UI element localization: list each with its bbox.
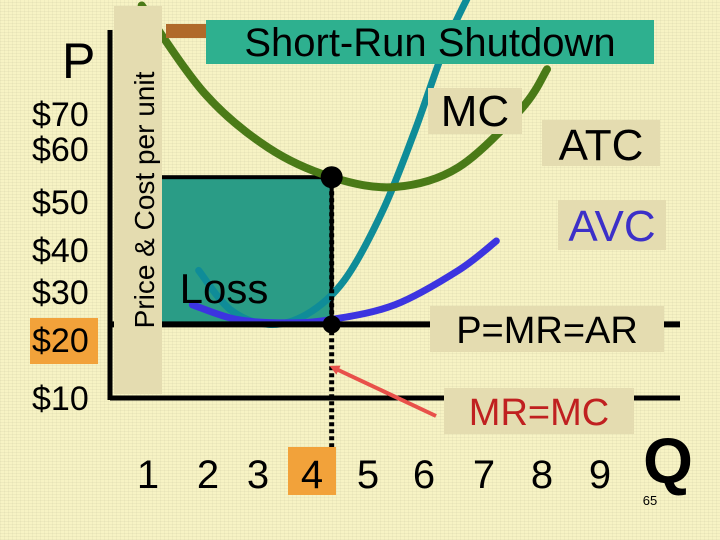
x-axis-letter: Q — [643, 425, 693, 497]
x-tick-label: 5 — [357, 453, 379, 497]
y-tick-highlight — [30, 318, 98, 364]
x-tick-label: 6 — [413, 453, 435, 497]
y-tick-label: $70 — [32, 96, 89, 134]
price-line-label-box — [430, 306, 664, 352]
price-line-label: P=MR=AR — [456, 310, 638, 352]
x-tick-label: 4 — [301, 453, 323, 497]
mr-mc-arrow — [329, 365, 437, 418]
y-tick-label: $30 — [32, 274, 89, 312]
y-axis-label: Price & Cost per unit — [129, 71, 160, 328]
atc-label-box — [542, 120, 660, 166]
y-tick-label: $20 — [32, 322, 89, 360]
y-tick-label: $50 — [32, 184, 89, 222]
avc-label-box — [558, 200, 666, 250]
axis-top-stub — [166, 24, 206, 38]
chart-title: Short-Run Shutdown — [244, 21, 615, 65]
mc-label-box — [428, 88, 522, 134]
y-axis-letter: P — [62, 33, 95, 89]
mr-mc-point — [322, 315, 341, 334]
loss-label: Loss — [180, 265, 269, 312]
title-box — [206, 20, 654, 64]
mr-mc-label-box — [444, 388, 634, 434]
atc-label: ATC — [559, 121, 644, 170]
x-tick-label: 2 — [197, 453, 219, 497]
y-tick-label: $60 — [32, 131, 89, 169]
x-tick-highlight — [288, 447, 336, 495]
ylabel-box — [114, 6, 162, 394]
y-tick-label: $40 — [32, 232, 89, 270]
x-tick-label: 8 — [531, 453, 553, 497]
y-tick-label: $10 — [32, 380, 89, 418]
x-tick-label: 9 — [589, 453, 611, 497]
x-tick-label: 7 — [473, 453, 495, 497]
avc-label: AVC — [568, 202, 655, 251]
mc-label: MC — [441, 87, 509, 136]
page-number: 65 — [643, 493, 657, 508]
x-tick-label: 3 — [247, 453, 269, 497]
mr-mc-label: MR=MC — [469, 392, 609, 434]
x-tick-label: 1 — [137, 453, 159, 497]
atc-q4-point — [320, 166, 343, 189]
